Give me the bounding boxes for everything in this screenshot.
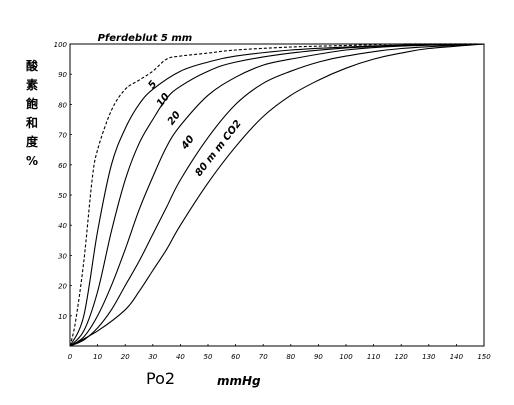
y-tick-label: 30 (58, 252, 67, 260)
x-tick-label: 60 (231, 353, 240, 361)
x-tick-label: 70 (259, 353, 268, 361)
y-tick-label: 10 (58, 313, 67, 321)
x-tick-label: 140 (450, 353, 464, 361)
x-axis-label: Po2 (146, 369, 176, 388)
curve-series-1 (69, 43, 485, 347)
curve-label-5: 80 m m CO2 (193, 118, 244, 178)
x-tick-label: 40 (176, 353, 185, 361)
y-tick-label: 50 (58, 192, 67, 200)
y-tick-label: 70 (58, 132, 67, 140)
y-axis-label-char: 度 (25, 135, 38, 149)
axes (69, 43, 485, 347)
y-tick-label: 20 (58, 283, 67, 291)
x-axis-unit: mmHg (217, 374, 261, 388)
x-tick-label: 50 (204, 353, 213, 361)
curve-series-0 (69, 43, 485, 347)
y-tick-label: 80 (58, 101, 67, 109)
y-tick-label: 100 (54, 41, 68, 49)
x-tick-label: 20 (121, 353, 130, 361)
curve-label-0: Pferdeblut 5 mm (98, 33, 193, 44)
x-tick-label: 10 (93, 353, 102, 361)
y-axis-label-char: 酸 (25, 59, 38, 73)
x-tick-label: 110 (367, 353, 381, 361)
y-axis-label-char: 飽 (25, 97, 38, 111)
curve-label-1: 5 (146, 79, 159, 91)
x-tick-label: 90 (314, 353, 323, 361)
y-axis-label-char: 和 (25, 116, 38, 130)
curve-label-4: 40 (179, 134, 197, 153)
curve-series-2 (69, 43, 485, 347)
y-axis-label-char: 素 (25, 78, 38, 92)
x-tick-label: 0 (68, 353, 73, 361)
curve-series-3 (69, 43, 485, 347)
curve-label-2: 10 (155, 91, 172, 109)
curve-series-4 (69, 43, 485, 347)
x-tick-label: 30 (148, 353, 157, 361)
x-tick-label: 120 (395, 353, 409, 361)
x-tick-label: 150 (477, 353, 491, 361)
y-tick-label: 90 (58, 71, 67, 79)
curves (69, 43, 485, 347)
x-tick-label: 80 (286, 353, 295, 361)
x-tick-label: 100 (339, 353, 353, 361)
y-tick-label: 40 (58, 222, 67, 230)
plot-frame (69, 43, 485, 347)
tick-labels: 0 10 20 30 40 50 60 70 80 90 100 110 120 130 140 150 10 2… (54, 41, 492, 361)
y-axis-label-char: % (25, 154, 39, 168)
x-tick-label: 130 (422, 353, 436, 361)
y-tick-label: 60 (58, 162, 67, 170)
curve-series-5 (69, 43, 485, 347)
